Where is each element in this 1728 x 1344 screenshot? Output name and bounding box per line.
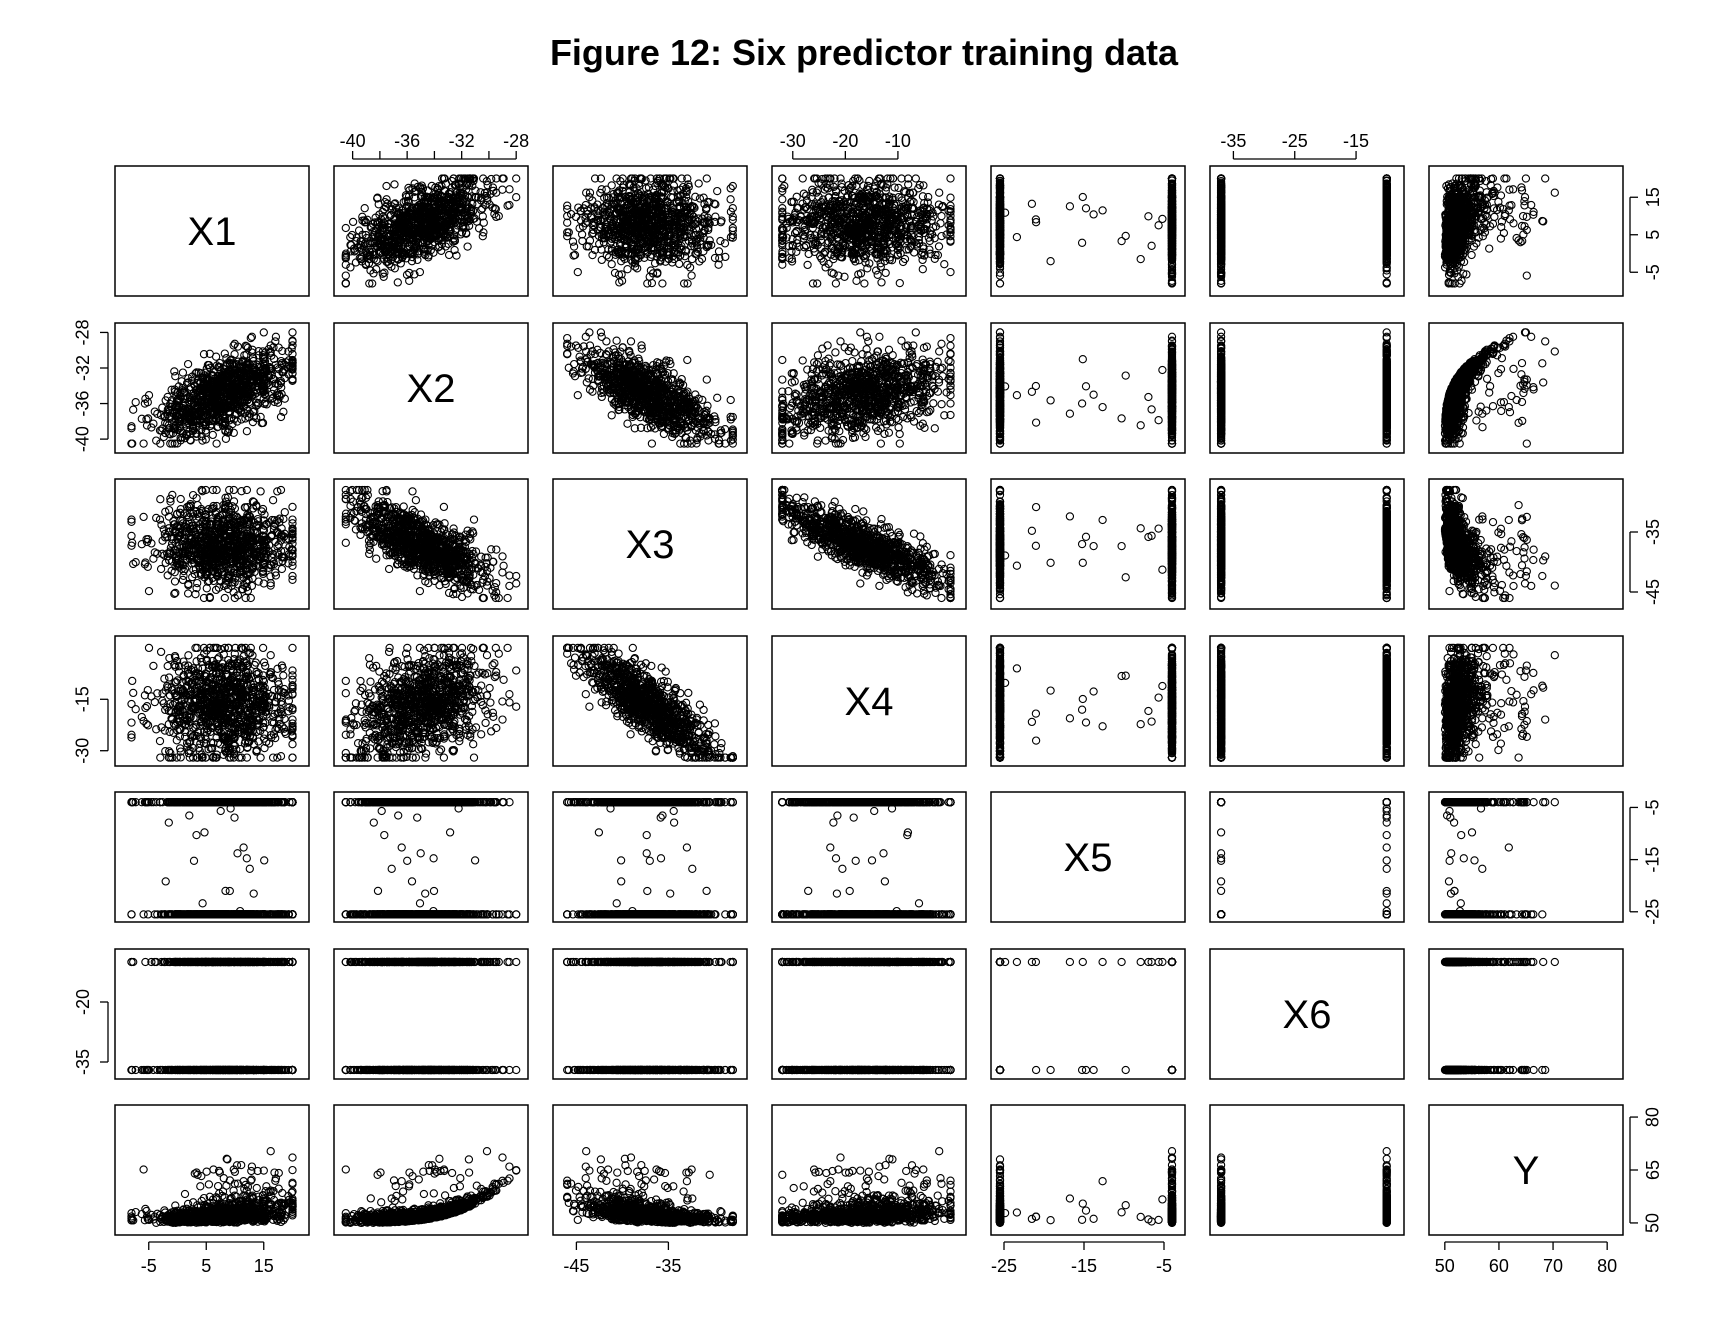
data-point [711,254,718,261]
data-point [513,194,520,201]
data-point [476,225,483,232]
data-point [608,261,615,268]
data-point [342,224,349,231]
data-point [676,260,683,267]
data-point [714,188,721,195]
data-point [350,218,357,225]
data-point [574,269,581,276]
data-point [692,193,699,200]
data-point [513,175,520,182]
data-point [695,180,702,187]
data-point [715,248,722,255]
panel-X1-vs-X3 [553,166,747,296]
data-point [506,186,513,193]
data-point [342,280,349,287]
data-point [659,280,666,287]
panel-X1-vs-X1: X1 [115,166,309,296]
data-point [712,213,719,220]
data-point [361,205,368,212]
data-point [569,238,576,245]
data-point [406,269,413,276]
data-point [342,272,349,279]
data-point [688,272,695,279]
data-point [383,182,390,189]
data-point [644,280,651,287]
data-point [464,243,471,250]
data-point [703,175,710,182]
data-point [391,181,398,188]
data-point [605,254,612,261]
panel-X1-vs-X2 [334,166,528,296]
data-point [446,251,453,258]
data-point [394,279,401,286]
diagonal-label-X1: X1 [188,210,237,254]
